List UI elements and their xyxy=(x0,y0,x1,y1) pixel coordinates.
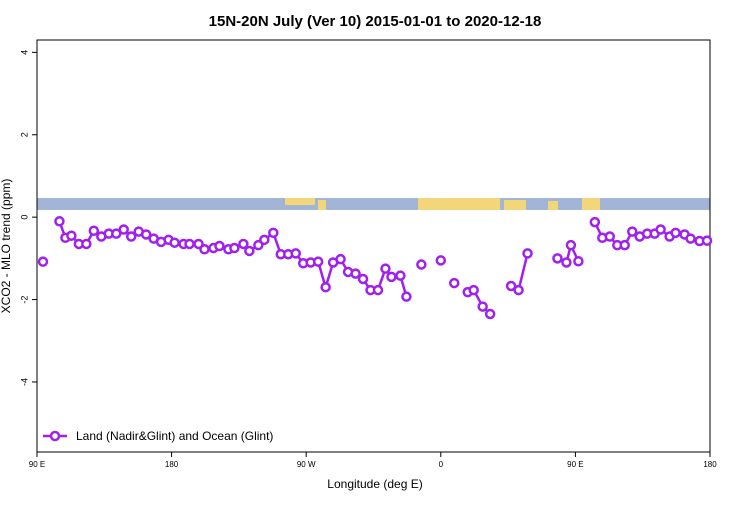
data-point xyxy=(561,257,572,268)
x-axis-label: Longitude (deg E) xyxy=(327,477,422,491)
data-point xyxy=(589,216,601,228)
data-point xyxy=(350,268,361,279)
map-strip xyxy=(37,198,710,210)
data-point xyxy=(199,244,210,255)
data-point xyxy=(626,226,638,237)
y-tick-label: -2 xyxy=(19,296,29,304)
plot-frame xyxy=(36,39,711,453)
data-point xyxy=(401,291,412,302)
data-point xyxy=(184,238,195,250)
data-point xyxy=(81,238,92,250)
data-point xyxy=(522,248,533,259)
data-point xyxy=(320,281,331,293)
y-axis-label: XCO2 - MLO trend (ppm) xyxy=(0,179,13,314)
data-point xyxy=(238,238,249,250)
data-point xyxy=(214,240,225,252)
data-point xyxy=(604,231,616,242)
data-point xyxy=(312,256,324,267)
data-point xyxy=(169,237,180,248)
data-point xyxy=(449,277,460,289)
x-tick-label: 180 xyxy=(703,460,717,469)
data-point xyxy=(477,301,488,312)
x-tick-label: 90 E xyxy=(567,460,583,469)
data-point xyxy=(229,242,240,254)
data-point xyxy=(66,230,77,241)
x-tick-label: 90 E xyxy=(29,460,45,469)
data-point xyxy=(37,256,49,267)
data-point xyxy=(395,270,406,281)
y-tick-label: 0 xyxy=(19,215,29,220)
data-point xyxy=(290,248,301,259)
data-point xyxy=(468,284,479,296)
data-point xyxy=(573,255,584,267)
data-point xyxy=(505,280,517,292)
data-point xyxy=(372,284,384,296)
data-point xyxy=(244,245,255,257)
data-point xyxy=(259,234,270,246)
y-tick-label: 4 xyxy=(19,50,29,55)
data-point xyxy=(565,239,577,251)
data-point xyxy=(386,271,397,283)
x-tick-label: 180 xyxy=(165,460,179,469)
data-point xyxy=(484,308,496,320)
data-point xyxy=(435,255,447,266)
data-point xyxy=(125,231,137,242)
data-point xyxy=(54,216,65,227)
data-point xyxy=(335,253,346,265)
legend-label: Land (Nadir&Glint) and Ocean (Glint) xyxy=(76,429,273,443)
data-point xyxy=(416,259,427,270)
data-point xyxy=(268,227,279,239)
data-point xyxy=(552,253,563,264)
y-tick-label: 2 xyxy=(19,132,29,137)
legend-marker xyxy=(49,430,61,442)
x-tick-label: 90 W xyxy=(297,460,316,469)
x-tick-label: 0 xyxy=(439,460,444,469)
data-point xyxy=(118,224,129,235)
chart-title: 15N-20N July (Ver 10) 2015-01-01 to 2020… xyxy=(209,13,542,30)
data-point xyxy=(685,233,696,244)
y-tick-label: -4 xyxy=(19,378,29,386)
data-point xyxy=(513,284,524,296)
data-point xyxy=(380,263,391,274)
data-point xyxy=(670,227,681,239)
data-point xyxy=(357,273,369,285)
data-point xyxy=(655,224,666,235)
data-point xyxy=(111,228,122,239)
data-point xyxy=(701,235,713,246)
data-point xyxy=(88,225,100,237)
data-point xyxy=(619,239,631,251)
data-point xyxy=(140,229,152,240)
